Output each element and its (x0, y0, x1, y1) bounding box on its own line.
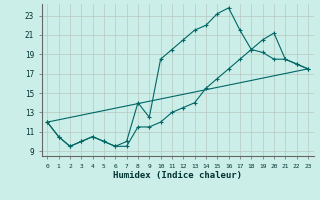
X-axis label: Humidex (Indice chaleur): Humidex (Indice chaleur) (113, 171, 242, 180)
